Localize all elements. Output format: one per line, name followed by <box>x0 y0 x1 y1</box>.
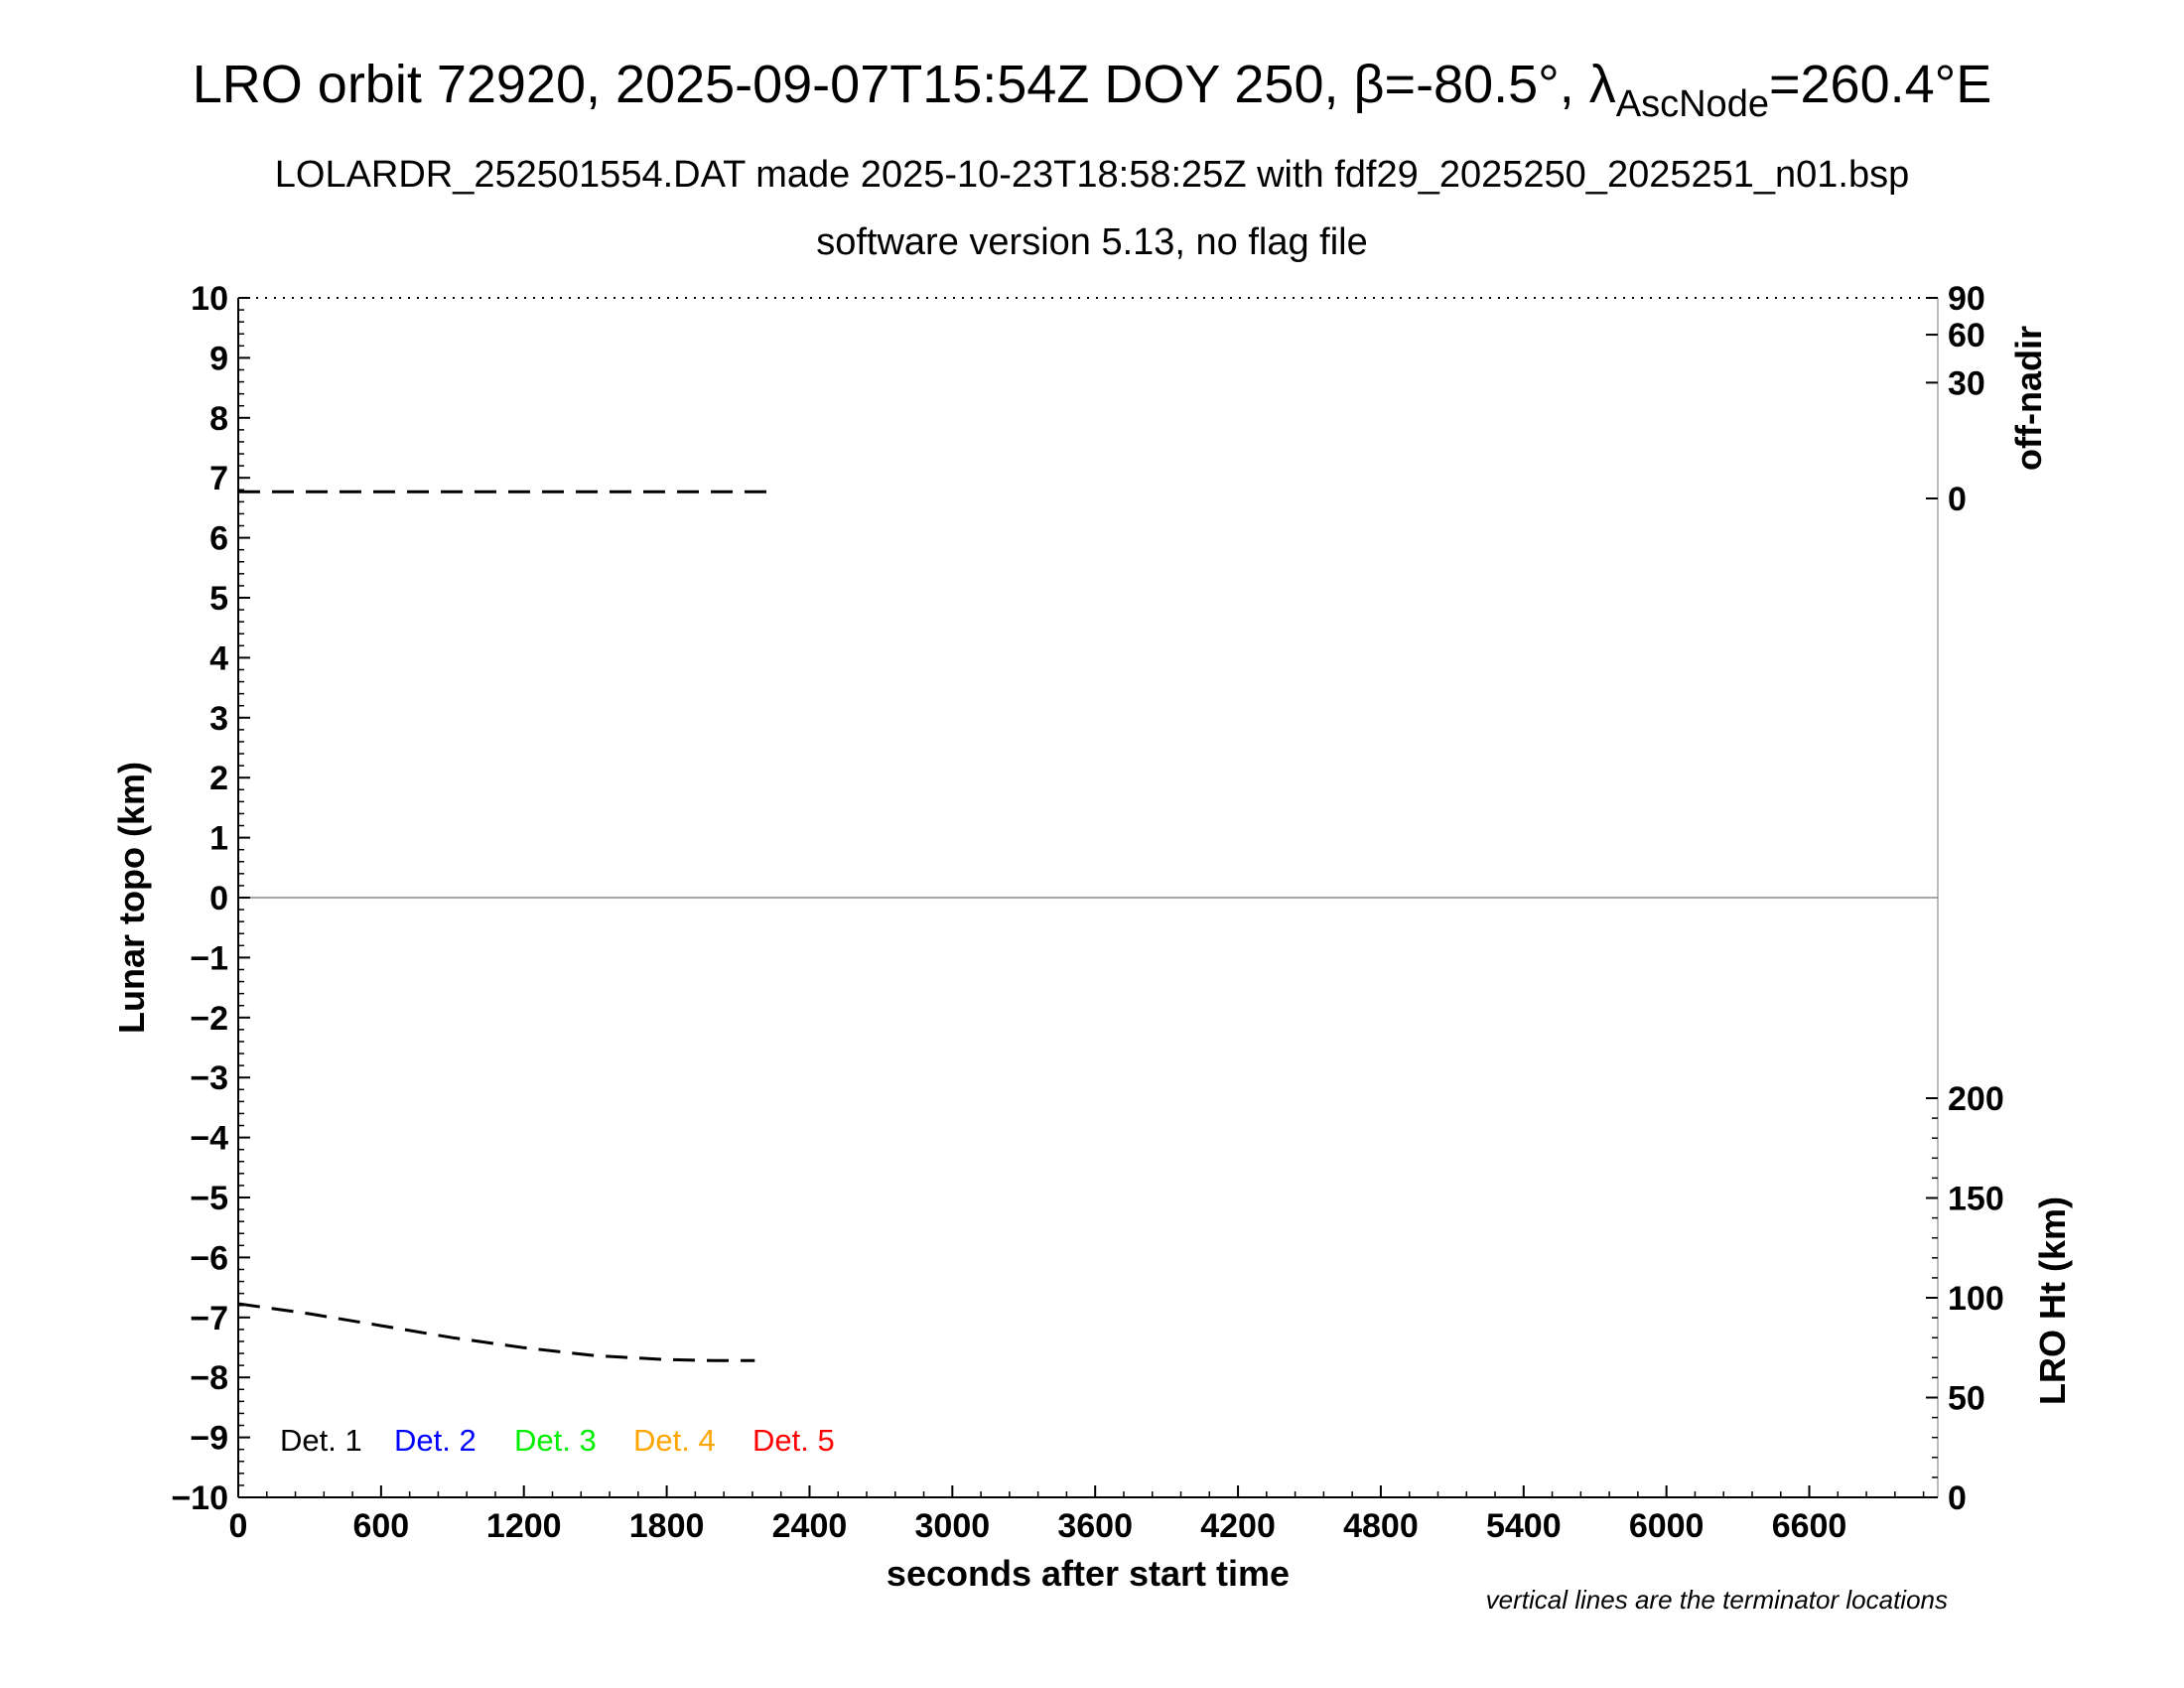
y-tick-label: 8 <box>209 400 228 438</box>
legend-item-det-4: Det. 4 <box>633 1423 716 1458</box>
off-nadir-tick-label: 0 <box>1948 481 1967 518</box>
x-tick-label: 4800 <box>1343 1507 1419 1545</box>
y-tick-label: −6 <box>190 1239 228 1277</box>
y-tick-label: −8 <box>190 1359 228 1397</box>
y-axis-label: Lunar topo (km) <box>111 762 152 1034</box>
x-tick-label: 0 <box>229 1507 248 1545</box>
legend-item-det-3: Det. 3 <box>514 1423 597 1458</box>
off-nadir-axis-label: off-nadir <box>2008 326 2049 471</box>
y-tick-label: 5 <box>209 580 228 618</box>
off-nadir-tick-label: 60 <box>1948 317 1985 354</box>
x-tick-label: 6000 <box>1629 1507 1705 1545</box>
x-tick-label: 6600 <box>1772 1507 1847 1545</box>
title-main: LRO orbit 72920, 2025-09-07T15:54Z DOY 2… <box>193 55 1616 114</box>
off-nadir-tick-label: 90 <box>1948 280 1985 318</box>
x-tick-label: 5400 <box>1486 1507 1562 1545</box>
x-tick-label: 600 <box>352 1507 409 1545</box>
y-tick-label: 6 <box>209 520 228 558</box>
data-series <box>237 490 767 1362</box>
y-tick-label: 1 <box>209 820 228 858</box>
y-tick-label: 7 <box>209 460 228 497</box>
x-tick-label: 3600 <box>1057 1507 1133 1545</box>
off-nadir-tick-label: 30 <box>1948 364 1985 402</box>
legend-item-det-5: Det. 5 <box>752 1423 835 1458</box>
x-axis-label: seconds after start time <box>887 1553 1290 1594</box>
lro-height-tick-label: 0 <box>1948 1479 1967 1517</box>
x-tick-label: 1800 <box>629 1507 705 1545</box>
lro-height-axis-label: LRO Ht (km) <box>2032 1196 2073 1405</box>
y-tick-label: 0 <box>209 880 228 917</box>
x-tick-label: 3000 <box>915 1507 991 1545</box>
y-tick-label: 3 <box>209 700 228 738</box>
y-tick-label: −10 <box>171 1479 228 1517</box>
file-info-line: LOLARDR_252501554.DAT made 2025-10-23T18… <box>275 154 1910 196</box>
legend-item-det-1: Det. 1 <box>280 1423 362 1458</box>
title-line: LRO orbit 72920, 2025-09-07T15:54Z DOY 2… <box>193 55 1992 125</box>
lro-height-tick-label: 100 <box>1948 1280 2004 1318</box>
x-tick-label: 4200 <box>1200 1507 1276 1545</box>
lro-height-series-line <box>237 1302 755 1362</box>
y-tick-label: 10 <box>191 280 228 318</box>
terminator-note: vertical lines are the terminator locati… <box>1486 1585 1948 1615</box>
y-tick-label: −5 <box>190 1180 228 1217</box>
software-version-line: software version 5.13, no flag file <box>816 221 1368 263</box>
y-tick-label: −9 <box>190 1420 228 1458</box>
lro-height-tick-label: 50 <box>1948 1380 1985 1418</box>
title-subscript: AscNode <box>1616 83 1769 125</box>
y-tick-label: 9 <box>209 340 228 377</box>
title-end: =260.4°E <box>1769 55 1991 114</box>
chart-title: LRO orbit 72920, 2025-09-07T15:54Z DOY 2… <box>193 55 1992 125</box>
y-tick-label: 4 <box>209 639 228 677</box>
legend-item-det-2: Det. 2 <box>394 1423 477 1458</box>
lro-height-tick-label: 200 <box>1948 1080 2004 1118</box>
legend: Det. 1 Det. 2 Det. 3 Det. 4 Det. 5 <box>280 1423 835 1458</box>
x-tick-label: 1200 <box>486 1507 562 1545</box>
y-tick-label: −4 <box>190 1120 228 1158</box>
x-tick-label: 2400 <box>772 1507 848 1545</box>
y-tick-label: −1 <box>190 939 228 977</box>
y-tick-label: 2 <box>209 760 228 797</box>
y-tick-label: −2 <box>190 1000 228 1038</box>
y-tick-label: −3 <box>190 1059 228 1097</box>
lro-height-tick-label: 150 <box>1948 1181 2004 1218</box>
y-tick-label: −7 <box>190 1300 228 1337</box>
